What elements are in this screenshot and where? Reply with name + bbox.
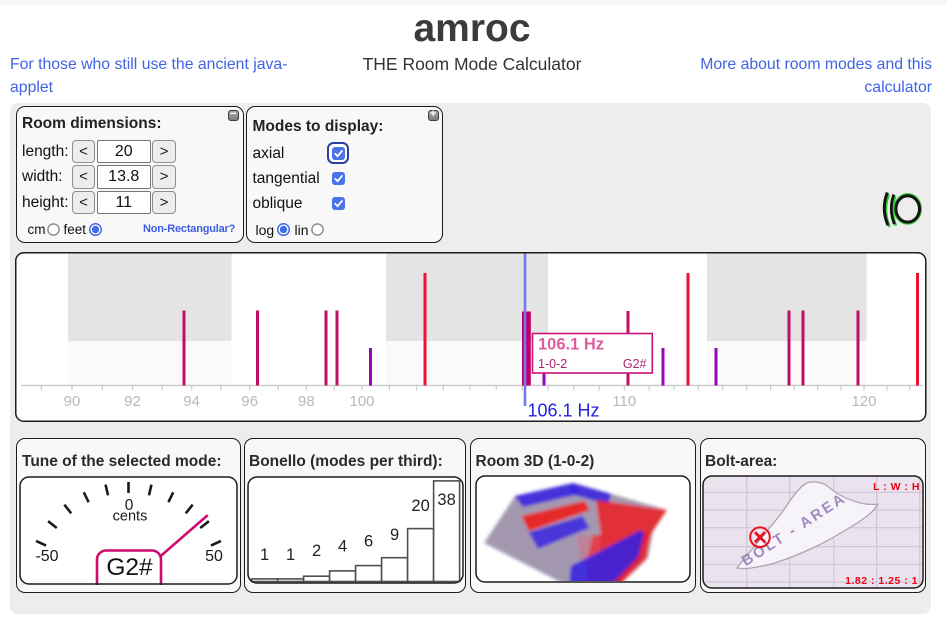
svg-text:90: 90 xyxy=(64,393,81,410)
svg-text:1: 1 xyxy=(260,546,269,564)
svg-text:20: 20 xyxy=(411,497,429,515)
svg-text:92: 92 xyxy=(124,393,141,410)
svg-text:120: 120 xyxy=(851,393,876,410)
svg-text:106.1 Hz: 106.1 Hz xyxy=(538,336,604,354)
svg-text:50: 50 xyxy=(205,548,223,565)
svg-text:106.1 Hz: 106.1 Hz xyxy=(528,401,600,421)
svg-text:2: 2 xyxy=(312,542,321,560)
svg-text:cents: cents xyxy=(113,509,148,525)
svg-text:100: 100 xyxy=(349,393,374,410)
svg-text:0: 0 xyxy=(125,497,134,514)
svg-text:1-0-2: 1-0-2 xyxy=(538,357,567,371)
svg-text:1.82 : 1.25 : 1: 1.82 : 1.25 : 1 xyxy=(845,575,918,587)
svg-text:4: 4 xyxy=(338,538,347,556)
svg-text:9: 9 xyxy=(390,526,399,544)
svg-text:-50: -50 xyxy=(35,548,58,565)
svg-text:38: 38 xyxy=(437,491,455,509)
svg-text:110: 110 xyxy=(612,393,636,410)
svg-text:L : W : H: L : W : H xyxy=(873,481,920,493)
svg-text:98: 98 xyxy=(298,393,315,410)
svg-text:6: 6 xyxy=(364,533,373,551)
svg-text:96: 96 xyxy=(241,393,258,410)
svg-text:G2#: G2# xyxy=(623,357,647,371)
svg-text:94: 94 xyxy=(183,393,200,410)
svg-text:1: 1 xyxy=(286,546,295,564)
svg-text:G2#: G2# xyxy=(106,554,153,581)
